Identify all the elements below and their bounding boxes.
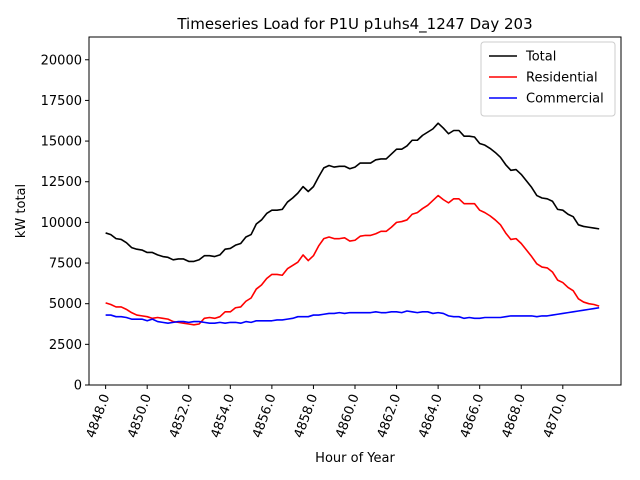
x-axis-title: Hour of Year [315, 451, 395, 466]
chart-title: Timeseries Load for P1U p1uhs4_1247 Day … [176, 15, 532, 34]
plot-frame [88, 36, 622, 386]
y-axis-title: kW total [14, 184, 29, 238]
y-tick-label: 2500 [49, 338, 82, 353]
legend-label-total: Total [525, 50, 556, 65]
legend: Total Residential Commercial [480, 41, 616, 117]
y-axis: 0 2500 5000 7500 10000 12500 15000 17500 20000 [41, 53, 89, 394]
series-layer [105, 122, 600, 326]
series-line-commercial [105, 306, 600, 325]
y-tick-label: 20000 [41, 53, 82, 68]
y-tick-label: 5000 [49, 297, 82, 312]
series-line-residential [105, 194, 600, 326]
y-tick-label: 7500 [49, 257, 82, 272]
series-line-total [105, 122, 600, 263]
y-tick-label: 17500 [41, 94, 82, 109]
legend-label-commercial: Commercial [526, 92, 604, 107]
y-tick-label: 15000 [41, 135, 82, 150]
y-tick-label: 0 [74, 379, 82, 394]
legend-label-residential: Residential [526, 71, 598, 86]
y-tick-label: 10000 [41, 216, 82, 231]
y-tick-label: 12500 [41, 175, 82, 190]
